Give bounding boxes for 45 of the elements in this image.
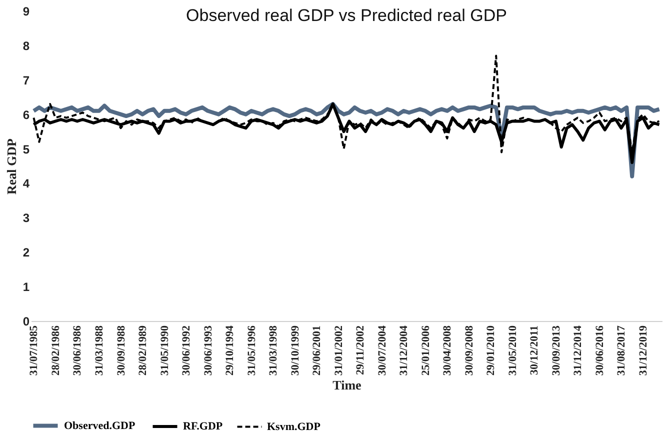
x-tick-label: 28/02/1989 [137,325,150,376]
y-tick-label: 0 [22,314,30,328]
x-tick-label: 31/05/1996 [246,325,258,376]
y-tick-label: 3 [22,211,30,226]
y-axis-title: Real GDP [4,138,19,194]
x-tick-label: 30/06/1993 [202,325,214,376]
x-tick-label: 30/10/1999 [289,325,302,376]
x-tick-label: 31/05/2010 [506,325,519,376]
x-tick-label: 30/12/2011 [528,326,541,376]
y-tick-label: 8 [22,38,30,53]
x-tick-label: 31/12/2014 [572,325,584,376]
x-tick-label: 30/06/1986 [72,325,84,376]
x-tick-label: 30/06/2016 [594,325,606,376]
x-tick-label: 30/09/2013 [550,325,562,376]
x-tick-label: 29/01/2010 [485,325,498,376]
x-tick-label: 31/08/2017 [616,325,628,376]
legend-label: RF.GDP [183,420,223,432]
y-tick-label: 6 [22,108,30,122]
y-tick-label: 5 [22,142,30,156]
x-tick-label: 30/07/2004 [376,325,388,376]
x-tick-label: 31/05/1990 [158,325,171,376]
y-tick-label: 2 [22,246,30,260]
x-tick-label: 30/04/2008 [442,325,454,376]
legend-label: Observed.GDP [64,420,136,432]
x-tick-label: 25/01/2006 [420,325,432,376]
y-tick-label: 9 [22,4,30,18]
x-tick-label: 31/12/2019 [637,325,650,376]
legend-label: Ksvm.GDP [267,420,321,433]
x-tick-label: 31/03/1998 [268,325,280,376]
x-tick-label: 31/01/2002 [332,325,345,376]
x-tick-label: 29/11/2002 [354,325,367,376]
x-tick-label: 30/09/1988 [115,325,128,376]
x-tick-label: 31/12/2004 [398,325,410,376]
x-tick-label: 29/06/2001 [311,326,324,376]
chart-title: Observed real GDP vs Predicted real GDP [186,6,507,25]
x-tick-label: 31/03/1988 [93,325,106,376]
x-axis-title: Time [332,378,362,393]
x-tick-label: 31/07/1985 [28,325,40,376]
y-tick-label: 1 [22,280,30,294]
y-tick-label: 4 [22,176,30,191]
x-tick-label: 28/02/1986 [50,325,62,376]
y-tick-label: 7 [22,73,30,88]
x-tick-label: 30/06/1992 [180,325,193,376]
x-tick-label: 30/09/2008 [463,325,476,376]
x-tick-label: 29/10/1994 [224,325,236,376]
